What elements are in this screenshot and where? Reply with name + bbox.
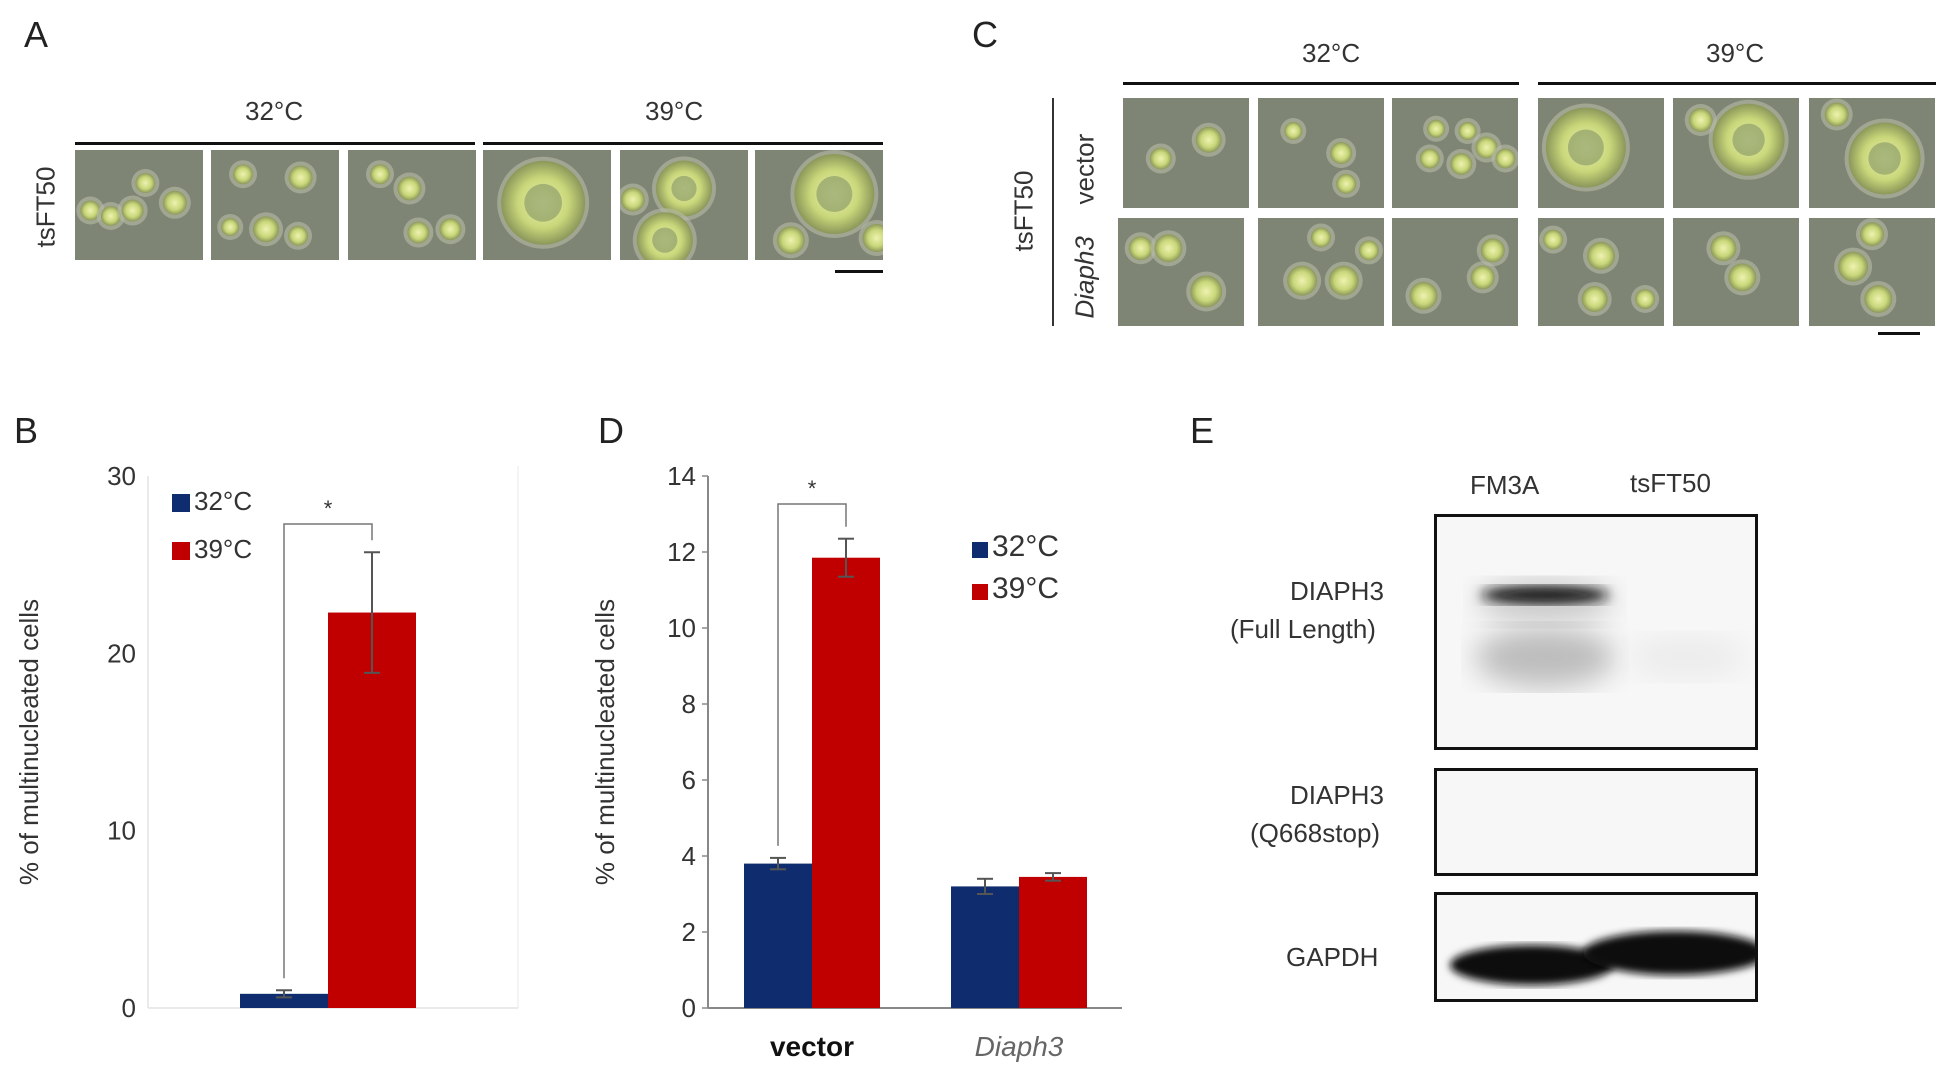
panel-a-micrograph-2	[211, 150, 339, 260]
panel-c-vector-micrograph-4	[1538, 98, 1664, 208]
panel-c-group-label: tsFT50	[1008, 170, 1039, 252]
panel-c-scale-bar	[1878, 332, 1920, 335]
panel-a-label: A	[24, 14, 49, 55]
significance-bracket	[283, 523, 373, 979]
panel-a-row-label: tsFT50	[30, 166, 61, 248]
panel-d-chart: 0 2 4 6 8 10 12 14 % of multinucleated cells * vec…	[590, 461, 1122, 1062]
panel-c-diaph3-micrograph-6	[1809, 218, 1935, 326]
blot-gapdh	[1434, 892, 1758, 1002]
panel-a-line-39	[483, 142, 883, 145]
panel-c-vector-micrograph-1	[1123, 98, 1249, 208]
panel-d-label: D	[598, 410, 624, 451]
panel-c-bracket	[1052, 98, 1054, 326]
panel-a-micrograph-4	[483, 150, 611, 260]
y-tick-label-0: 0	[682, 993, 696, 1023]
panel-a-micrograph-6	[755, 150, 883, 260]
blot-diaph3-full-length	[1434, 514, 1758, 750]
y-axis-title: % of multinucleated cells	[590, 599, 620, 885]
y-tick-label-12: 12	[667, 537, 696, 567]
y-tick-label-2: 2	[682, 917, 696, 947]
panel-c-diaph3-micrograph-1	[1118, 218, 1244, 326]
y-tick-label-4: 4	[682, 841, 696, 871]
panel-c-temp-32: 32°C	[1302, 38, 1361, 68]
lane-tsft50: tsFT50	[1630, 468, 1711, 498]
panel-a-micrograph-1	[75, 150, 203, 260]
blot-diaph3-q668stop	[1434, 768, 1758, 876]
panel-a-scale-bar	[835, 270, 883, 273]
bar-39°C-Diaph3	[1019, 876, 1087, 1008]
panel-a-temp-32: 32°C	[245, 96, 304, 126]
panel-b-chart: 0 10 20 30 % of multinucleated cells * 32°C 39°…	[14, 461, 519, 1023]
y-tick-label-8: 8	[682, 689, 696, 719]
x-category-label-1: Diaph3	[975, 1031, 1064, 1062]
blot-row2-label2: (Q668stop)	[1250, 818, 1381, 848]
blot-row3-label1: GAPDH	[1286, 942, 1379, 972]
legend-label-0: 32°C	[992, 530, 1059, 563]
bar-39°C-tsFT50	[328, 612, 416, 1008]
panel-c-row-vector: vector	[1069, 133, 1100, 205]
significance-star: *	[808, 476, 817, 501]
panel-c-vector-micrograph-6	[1809, 98, 1935, 208]
bar-32°C-Diaph3	[951, 886, 1019, 1008]
panel-a-micrograph-3	[348, 150, 476, 260]
y-tick-label-20: 20	[107, 638, 136, 668]
bar-32°C-tsFT50	[240, 993, 328, 1008]
panel-c-vector-micrograph-2	[1258, 98, 1384, 208]
panel-c-diaph3-micrograph-5	[1673, 218, 1799, 326]
blot-row2-label1: DIAPH3	[1290, 780, 1384, 810]
blot-row1-label1: DIAPH3	[1290, 576, 1384, 606]
panel-c-line-39	[1538, 82, 1936, 85]
significance-bracket	[777, 503, 847, 846]
y-tick-label-10: 10	[667, 613, 696, 643]
y-tick-label-14: 14	[667, 461, 696, 491]
y-tick-label-10: 10	[107, 816, 136, 846]
y-tick-label-6: 6	[682, 765, 696, 795]
panel-a-line-32	[75, 142, 475, 145]
legend-label-0: 32°C	[194, 486, 252, 516]
panel-a-micrograph-5	[620, 150, 748, 260]
panel-e-label: E	[1190, 410, 1215, 451]
lane-fm3a: FM3A	[1470, 470, 1540, 500]
blot-row1-label2: (Full Length)	[1230, 614, 1376, 644]
legend-swatch-1	[172, 542, 190, 560]
legend-label-1: 39°C	[992, 572, 1059, 605]
panel-b-label: B	[14, 410, 39, 451]
legend-swatch-0	[172, 494, 190, 512]
legend-label-1: 39°C	[194, 534, 252, 564]
y-tick-label-0: 0	[122, 993, 136, 1023]
bar-39°C-vector	[812, 557, 880, 1008]
panel-c-temp-39: 39°C	[1706, 38, 1765, 68]
panel-c-diaph3-micrograph-2	[1258, 218, 1384, 326]
y-tick-label-30: 30	[107, 461, 136, 491]
bar-32°C-vector	[744, 863, 812, 1008]
x-category-label-0: vector	[770, 1031, 854, 1062]
panel-c-diaph3-micrograph-4	[1538, 218, 1664, 326]
panel-c-diaph3-micrograph-3	[1392, 218, 1518, 326]
panel-c-label: C	[972, 14, 998, 55]
panel-c-row-diaph3: Diaph3	[1069, 236, 1100, 319]
legend-swatch-1	[972, 584, 988, 600]
panel-c-vector-micrograph-3	[1392, 98, 1518, 208]
legend-swatch-0	[972, 542, 988, 558]
panel-a-temp-39: 39°C	[645, 96, 704, 126]
panel-c-line-32	[1123, 82, 1519, 85]
y-axis-title: % of multinucleated cells	[14, 599, 44, 885]
panel-c-vector-micrograph-5	[1673, 98, 1799, 208]
significance-star: *	[324, 496, 333, 521]
